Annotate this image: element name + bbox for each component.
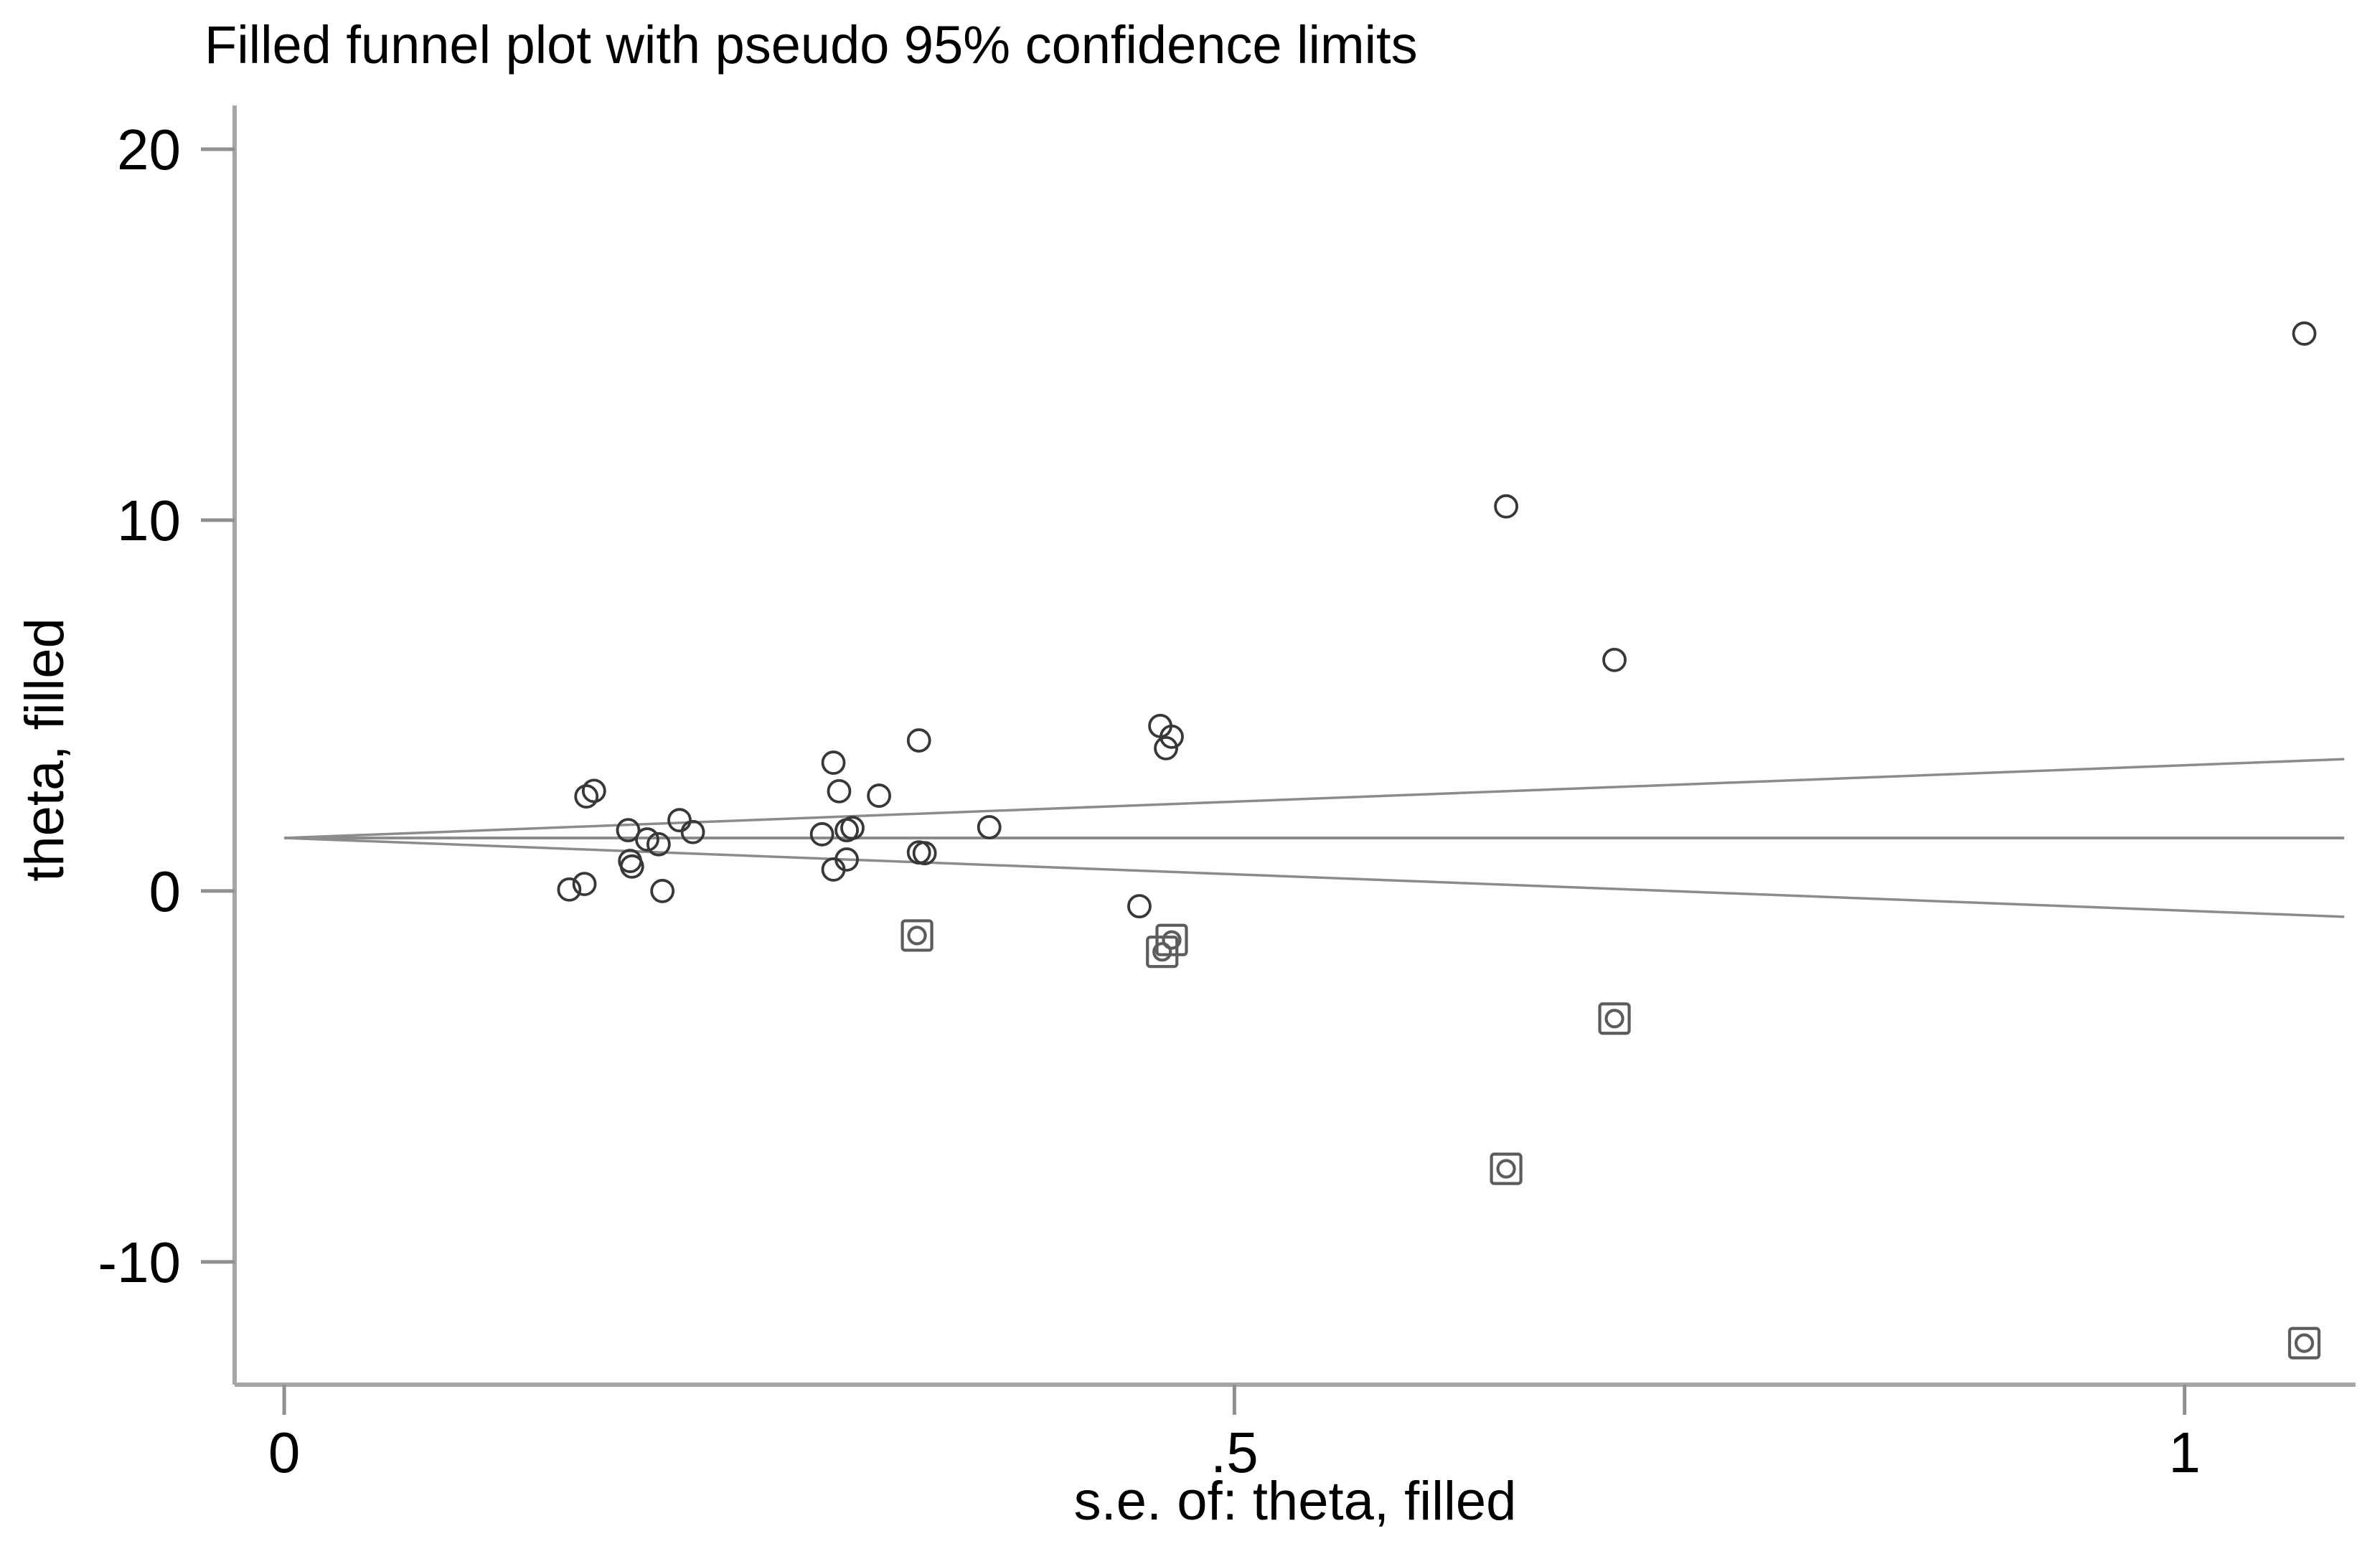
study-marker-circle <box>827 778 852 804</box>
x-axis-title: s.e. of: theta, filled <box>1074 1471 1517 1532</box>
study-marker-circle <box>574 784 599 809</box>
study-marker-circle <box>557 877 582 902</box>
study-marker-circle <box>1160 724 1184 749</box>
study-marker-circle <box>581 778 606 804</box>
filled-study-marker-square <box>1146 936 1179 969</box>
filled-study-marker-inner-circle <box>1162 930 1182 950</box>
study-marker-circle <box>906 728 931 753</box>
x-tick-label: .5 <box>1210 1421 1259 1484</box>
study-marker-circle <box>1494 494 1519 519</box>
filled-study-marker-square <box>900 919 933 952</box>
observed-study-markers <box>557 321 2317 919</box>
study-marker-circle <box>840 816 865 840</box>
study-marker-circle <box>646 832 671 857</box>
study-marker-circle <box>1127 894 1152 919</box>
filled-study-marker-square <box>1490 1152 1523 1185</box>
y-axis-title: theta, filled <box>14 618 75 882</box>
pseudo-ci-lines <box>284 758 2345 918</box>
filled-study-marker-square <box>1155 923 1188 956</box>
study-marker-circle <box>650 879 675 903</box>
upper-ci-line <box>284 758 2345 839</box>
y-tick-label: 10 <box>117 489 181 552</box>
y-tick-label: 20 <box>117 118 181 182</box>
study-marker-circle <box>635 827 659 852</box>
study-marker-circle <box>821 750 846 775</box>
x-tick-label: 1 <box>2168 1421 2201 1484</box>
filled-study-marker-inner-circle <box>907 925 927 946</box>
study-marker-circle <box>809 821 834 847</box>
y-tick-label: 0 <box>149 859 182 923</box>
study-marker-circle <box>616 818 641 843</box>
study-marker-circle <box>2292 321 2317 346</box>
filled-study-marker-square <box>2287 1327 2321 1360</box>
study-marker-circle <box>977 815 1002 839</box>
study-marker-circle <box>1154 735 1178 760</box>
study-marker-circle <box>619 854 644 879</box>
filled-study-marker-inner-circle <box>1604 1009 1624 1029</box>
study-marker-circle <box>667 808 692 833</box>
filled-study-marker-inner-circle <box>2294 1333 2315 1353</box>
study-marker-circle <box>867 783 892 808</box>
x-tick-label: 0 <box>268 1421 301 1484</box>
study-marker-circle <box>680 819 705 844</box>
filled-study-marker-inner-circle <box>1152 942 1172 962</box>
study-marker-circle <box>834 847 859 872</box>
study-marker-circle <box>572 872 597 897</box>
study-marker-circle <box>1602 647 1627 672</box>
y-tick-label: -10 <box>98 1230 181 1294</box>
filled-study-marker-inner-circle <box>1496 1159 1516 1179</box>
filled-study-marker-square <box>1598 1002 1631 1035</box>
filled-study-markers <box>900 919 2321 1360</box>
study-marker-circle <box>912 841 937 866</box>
y-axis-ticks: 20 10 0 -10 <box>98 118 235 1294</box>
x-axis-ticks: 0.5 1 <box>268 1385 2201 1484</box>
chart-title: Filled funnel plot with pseudo 95% confi… <box>204 15 1418 75</box>
